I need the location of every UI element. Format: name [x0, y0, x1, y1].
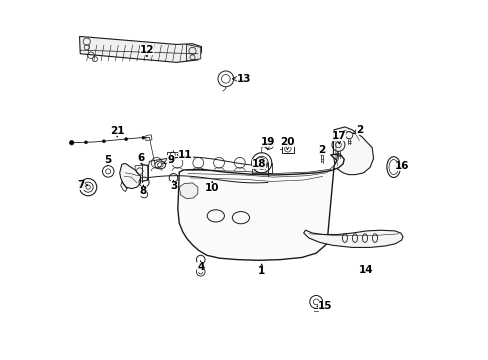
Polygon shape: [303, 230, 402, 247]
Text: 11: 11: [178, 150, 192, 160]
Circle shape: [102, 140, 105, 143]
Polygon shape: [135, 165, 147, 181]
Polygon shape: [167, 152, 178, 157]
Text: 7: 7: [77, 180, 84, 190]
Polygon shape: [333, 127, 373, 175]
Polygon shape: [145, 135, 152, 140]
Text: 13: 13: [237, 74, 251, 84]
Text: 3: 3: [169, 181, 177, 192]
Text: 12: 12: [140, 45, 154, 55]
Text: 8: 8: [140, 186, 147, 197]
Polygon shape: [179, 183, 198, 199]
Circle shape: [142, 136, 144, 139]
Text: 20: 20: [280, 138, 294, 147]
Circle shape: [84, 141, 87, 144]
Circle shape: [69, 140, 74, 145]
Text: 1: 1: [258, 266, 265, 276]
Polygon shape: [178, 154, 344, 260]
Text: 18: 18: [251, 158, 265, 168]
Circle shape: [124, 138, 127, 140]
Text: 19: 19: [260, 138, 274, 147]
Text: 17: 17: [331, 131, 346, 141]
Text: 2: 2: [356, 125, 363, 135]
Text: 6: 6: [137, 153, 144, 163]
Text: 5: 5: [103, 155, 111, 165]
Polygon shape: [80, 37, 201, 62]
Text: 21: 21: [110, 126, 124, 135]
Polygon shape: [281, 144, 293, 153]
Polygon shape: [186, 44, 201, 61]
Text: 10: 10: [204, 183, 219, 193]
Text: 16: 16: [394, 161, 409, 171]
Text: 14: 14: [358, 265, 373, 275]
Text: 2: 2: [317, 144, 325, 154]
Text: 9: 9: [167, 155, 174, 165]
Text: 4: 4: [197, 262, 204, 272]
Polygon shape: [120, 163, 140, 189]
Text: 15: 15: [317, 301, 331, 311]
